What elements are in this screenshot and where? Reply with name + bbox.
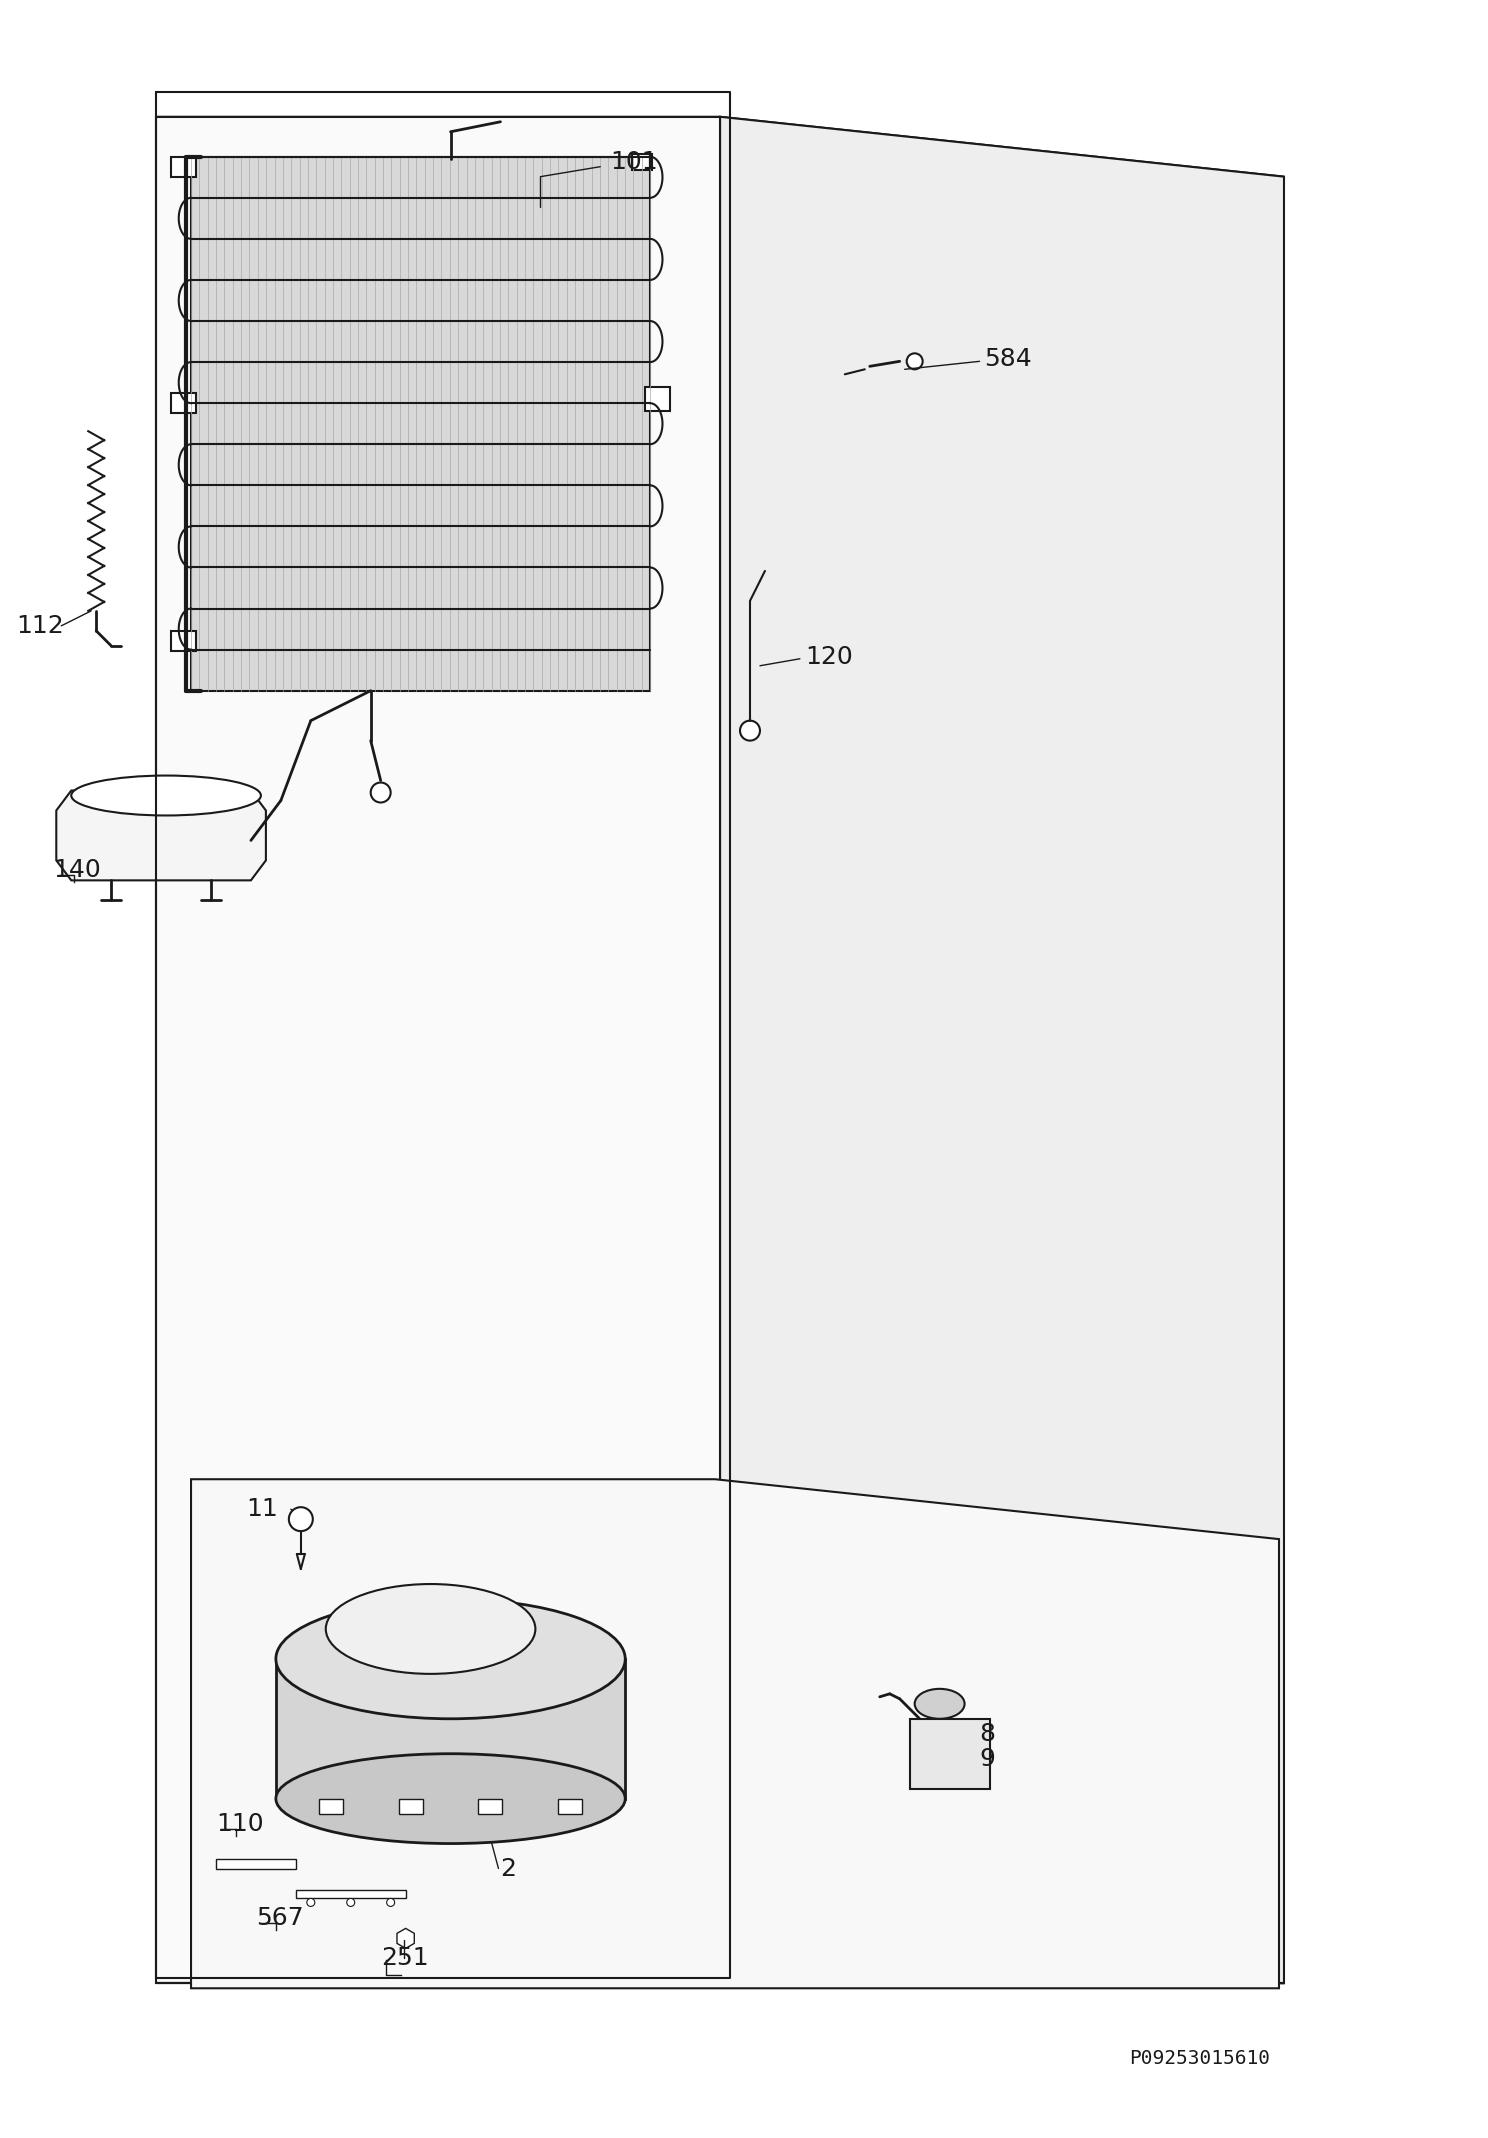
Bar xyxy=(171,156,196,177)
Polygon shape xyxy=(190,1479,1280,1988)
Bar xyxy=(296,1890,406,1899)
Ellipse shape xyxy=(275,1753,625,1843)
Text: 101: 101 xyxy=(610,150,658,173)
Bar xyxy=(479,1798,503,1813)
Text: P09253015610: P09253015610 xyxy=(1129,2048,1271,2067)
Text: 140: 140 xyxy=(54,857,101,883)
Polygon shape xyxy=(909,1719,990,1790)
Text: 9: 9 xyxy=(979,1747,995,1770)
Polygon shape xyxy=(57,791,266,881)
Ellipse shape xyxy=(275,1599,625,1719)
Ellipse shape xyxy=(326,1584,536,1674)
Bar xyxy=(171,393,196,413)
Text: 8: 8 xyxy=(979,1721,995,1747)
Ellipse shape xyxy=(71,785,251,836)
Bar xyxy=(171,631,196,650)
Text: 110: 110 xyxy=(216,1811,263,1837)
Polygon shape xyxy=(720,118,1284,1984)
Bar xyxy=(558,1798,582,1813)
Circle shape xyxy=(307,1899,315,1907)
Polygon shape xyxy=(275,1659,625,1798)
Bar xyxy=(399,1798,423,1813)
Circle shape xyxy=(740,721,760,740)
Ellipse shape xyxy=(915,1689,964,1719)
Polygon shape xyxy=(216,1858,296,1869)
Text: 584: 584 xyxy=(985,346,1033,372)
Polygon shape xyxy=(397,1928,414,1948)
Text: 112: 112 xyxy=(16,614,64,637)
Circle shape xyxy=(387,1899,394,1907)
Circle shape xyxy=(906,353,923,370)
Bar xyxy=(632,154,652,169)
Polygon shape xyxy=(156,118,720,1984)
Bar xyxy=(646,387,670,410)
Text: 567: 567 xyxy=(256,1907,304,1931)
Circle shape xyxy=(371,783,391,802)
Ellipse shape xyxy=(71,776,260,815)
Text: 251: 251 xyxy=(381,1946,429,1971)
Bar xyxy=(318,1798,342,1813)
Circle shape xyxy=(347,1899,354,1907)
Text: 2: 2 xyxy=(500,1856,516,1881)
Text: 11: 11 xyxy=(246,1497,278,1520)
Circle shape xyxy=(289,1507,312,1531)
Polygon shape xyxy=(156,118,1284,177)
Polygon shape xyxy=(190,156,650,691)
Text: 120: 120 xyxy=(805,646,853,669)
